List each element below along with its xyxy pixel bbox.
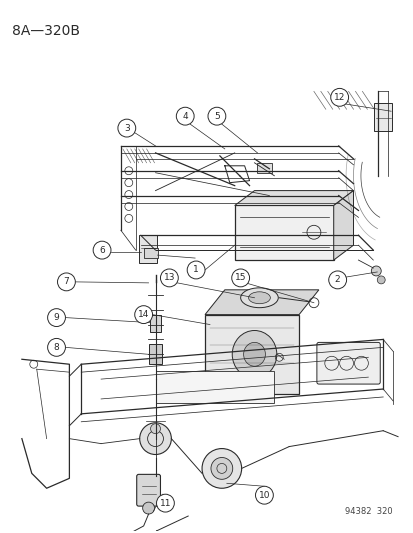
- FancyBboxPatch shape: [204, 314, 298, 394]
- Text: 6: 6: [99, 246, 104, 255]
- Ellipse shape: [248, 292, 270, 304]
- Circle shape: [211, 457, 232, 479]
- Circle shape: [328, 271, 346, 289]
- Circle shape: [202, 449, 241, 488]
- Text: 13: 13: [163, 273, 175, 282]
- Text: 11: 11: [159, 499, 171, 507]
- Text: 3: 3: [123, 124, 129, 133]
- Polygon shape: [234, 191, 353, 206]
- Circle shape: [142, 502, 154, 514]
- FancyBboxPatch shape: [373, 103, 391, 131]
- Text: 12: 12: [333, 93, 344, 102]
- Circle shape: [47, 309, 65, 327]
- FancyBboxPatch shape: [148, 344, 162, 364]
- Circle shape: [57, 273, 75, 291]
- Circle shape: [376, 276, 384, 284]
- Circle shape: [330, 88, 348, 106]
- Circle shape: [47, 338, 65, 356]
- Circle shape: [187, 261, 204, 279]
- Circle shape: [231, 269, 249, 287]
- Ellipse shape: [243, 342, 265, 366]
- FancyBboxPatch shape: [138, 235, 156, 263]
- Polygon shape: [204, 290, 318, 314]
- Circle shape: [176, 107, 194, 125]
- Circle shape: [139, 423, 171, 455]
- Text: 1: 1: [193, 265, 199, 274]
- Circle shape: [207, 107, 225, 125]
- Circle shape: [134, 306, 152, 324]
- Circle shape: [118, 119, 135, 137]
- Text: 4: 4: [182, 112, 188, 120]
- Ellipse shape: [240, 288, 278, 308]
- FancyBboxPatch shape: [234, 206, 333, 260]
- Circle shape: [93, 241, 111, 259]
- Ellipse shape: [232, 330, 276, 378]
- FancyBboxPatch shape: [257, 163, 272, 173]
- Circle shape: [160, 269, 178, 287]
- Text: 15: 15: [234, 273, 246, 282]
- Text: 8: 8: [54, 343, 59, 352]
- FancyBboxPatch shape: [143, 248, 157, 258]
- Text: 9: 9: [54, 313, 59, 322]
- Text: 7: 7: [64, 277, 69, 286]
- Circle shape: [255, 486, 273, 504]
- FancyBboxPatch shape: [149, 314, 161, 333]
- Text: 10: 10: [258, 491, 270, 500]
- Text: 14: 14: [138, 310, 149, 319]
- FancyBboxPatch shape: [155, 371, 274, 403]
- Text: 2: 2: [334, 276, 339, 285]
- Circle shape: [156, 494, 174, 512]
- Circle shape: [150, 424, 160, 434]
- Circle shape: [370, 266, 380, 276]
- Text: 8A—320B: 8A—320B: [12, 24, 80, 38]
- FancyBboxPatch shape: [136, 474, 160, 506]
- FancyBboxPatch shape: [316, 342, 379, 384]
- Polygon shape: [333, 191, 353, 260]
- Text: 94382  320: 94382 320: [344, 507, 392, 516]
- Text: 5: 5: [214, 112, 219, 120]
